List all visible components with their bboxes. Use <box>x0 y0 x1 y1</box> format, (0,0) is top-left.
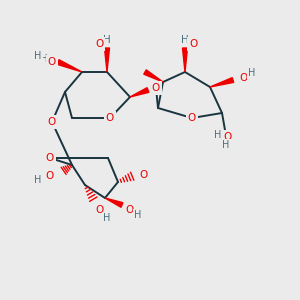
Text: H: H <box>40 54 48 64</box>
Text: O: O <box>48 57 56 67</box>
Text: O: O <box>106 113 114 123</box>
Text: O: O <box>46 171 54 181</box>
Polygon shape <box>210 78 234 87</box>
Text: O: O <box>126 205 134 215</box>
Text: O: O <box>239 73 247 83</box>
Text: O: O <box>96 205 104 215</box>
Text: O: O <box>48 117 56 127</box>
Text: H: H <box>103 213 111 223</box>
Text: O: O <box>46 153 54 163</box>
Text: O: O <box>224 132 232 142</box>
Text: H: H <box>103 35 111 45</box>
Text: H: H <box>34 175 42 185</box>
Text: O: O <box>189 39 197 49</box>
Text: O: O <box>188 113 196 123</box>
Text: H: H <box>181 35 189 45</box>
Text: H: H <box>134 210 142 220</box>
Text: H: H <box>222 140 230 150</box>
Polygon shape <box>104 48 110 72</box>
Polygon shape <box>57 60 82 72</box>
Polygon shape <box>105 198 123 207</box>
Text: H: H <box>34 51 42 61</box>
Text: H: H <box>214 130 222 140</box>
Polygon shape <box>182 48 188 72</box>
Polygon shape <box>144 70 163 82</box>
Text: H: H <box>248 68 256 78</box>
Text: O: O <box>95 39 103 49</box>
Text: O: O <box>152 83 160 93</box>
Text: O: O <box>139 170 147 180</box>
Polygon shape <box>130 88 149 97</box>
